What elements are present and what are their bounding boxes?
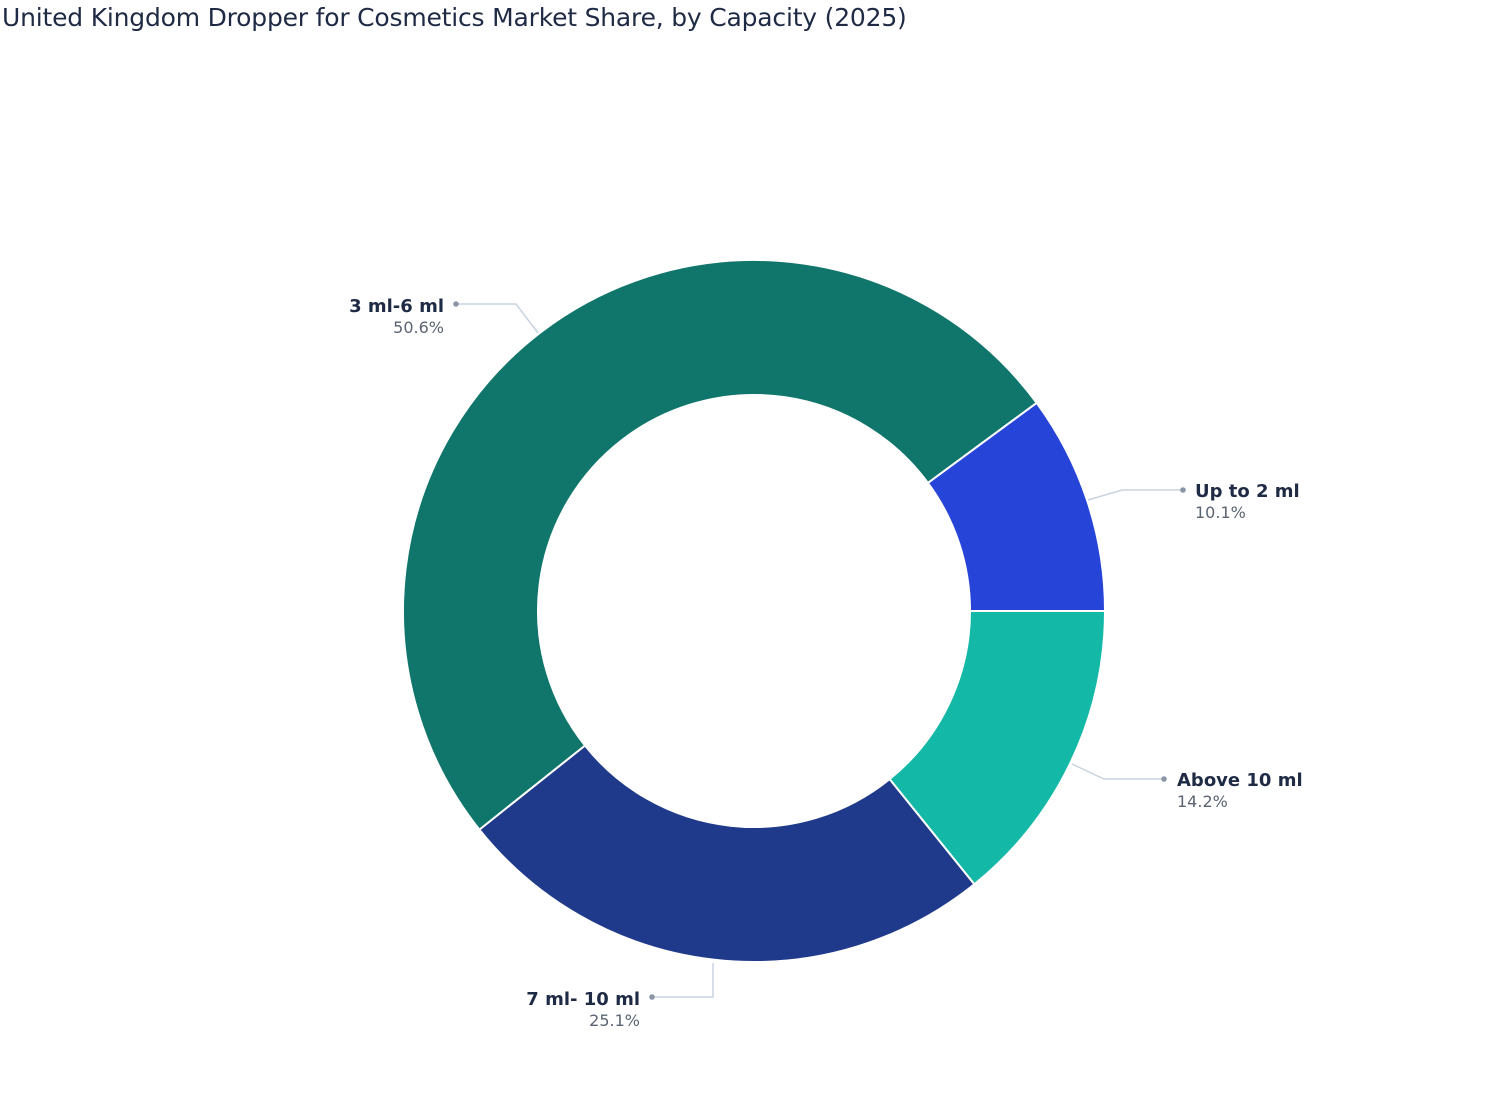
leader-line (1087, 489, 1182, 501)
leader-dot (1161, 776, 1167, 782)
leader-dot (649, 994, 655, 1000)
slice-7-10ml[interactable] (477, 744, 976, 963)
leader-line (654, 963, 714, 998)
slice-up-to-2ml[interactable] (926, 401, 1107, 612)
label-above-10ml-name: Above 10 ml (1177, 770, 1303, 791)
leader-dot (453, 301, 459, 307)
chart-title: United Kingdom Dropper for Cosmetics Mar… (2, 3, 907, 32)
label-3-6ml-name: 3 ml-6 ml (349, 296, 444, 317)
slice-above-10ml[interactable] (888, 610, 1107, 886)
leader-line (458, 303, 539, 334)
label-above-10ml-percent: 14.2% (1177, 792, 1228, 811)
label-3-6ml-percent: 50.6% (393, 318, 444, 337)
leader-line (1071, 763, 1162, 780)
label-7-10ml-percent: 25.1% (589, 1011, 640, 1030)
donut-slices (401, 258, 1107, 963)
slice-3-6ml[interactable] (401, 258, 1039, 832)
label-up-to-2ml-percent: 10.1% (1195, 503, 1246, 522)
label-up-to-2ml-name: Up to 2 ml (1195, 481, 1300, 502)
leader-dot (1180, 487, 1186, 493)
label-7-10ml-name: 7 ml- 10 ml (526, 989, 640, 1010)
